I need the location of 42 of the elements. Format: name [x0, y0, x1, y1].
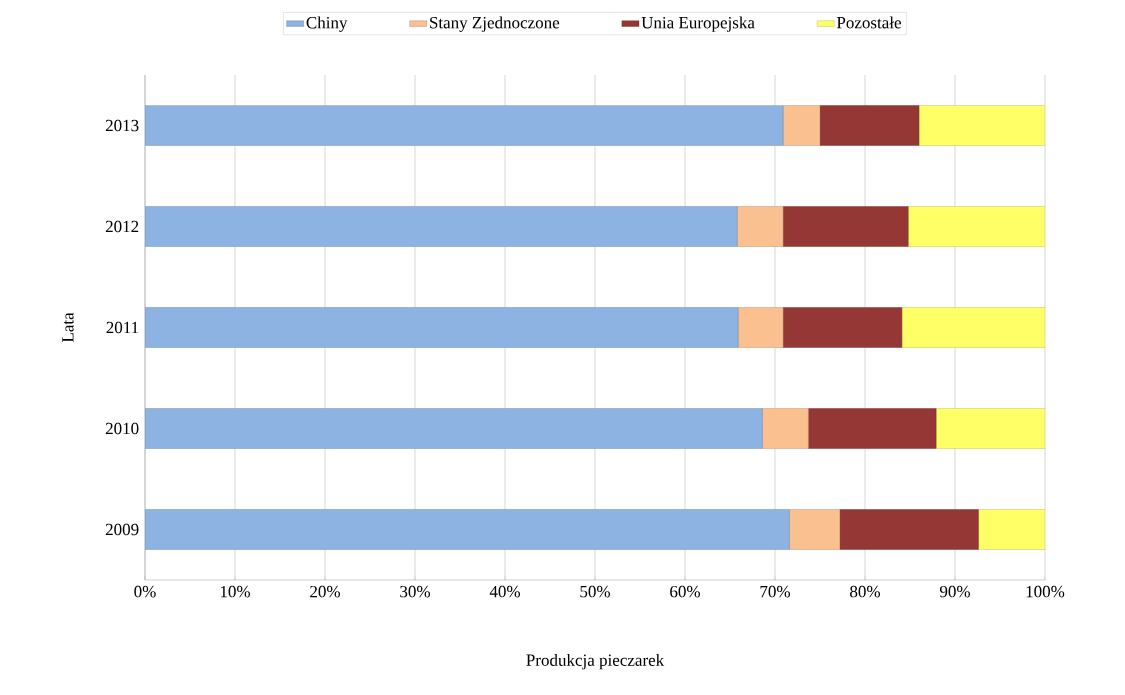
- bar: [145, 105, 784, 146]
- bar: [737, 206, 784, 247]
- bar: [808, 408, 937, 449]
- bar: [918, 105, 1045, 146]
- x-tick-label: 90%: [939, 585, 970, 598]
- bar: [819, 105, 920, 146]
- legend-label: Chiny: [306, 16, 348, 32]
- y-tick-label: 2010: [105, 422, 139, 435]
- legend-label: Stany Zjednoczone: [430, 16, 560, 32]
- bar: [762, 408, 809, 449]
- y-tick-label: 2013: [105, 119, 139, 132]
- bar: [782, 206, 909, 247]
- x-tick-label: 70%: [760, 585, 790, 598]
- bar: [789, 509, 840, 550]
- bar: [782, 105, 821, 146]
- x-tick-label: 40%: [489, 585, 521, 598]
- x-tick-label: 0%: [134, 585, 156, 598]
- bar: [901, 307, 1045, 348]
- y-tick-label: 2009: [105, 523, 139, 536]
- bar: [145, 408, 763, 449]
- x-tick-label: 30%: [400, 585, 431, 598]
- bar: [782, 307, 903, 348]
- bar: [839, 509, 979, 550]
- bar: [737, 307, 784, 348]
- x-tick-label: 100%: [1026, 585, 1065, 598]
- legend-label: Unia Europejska: [641, 16, 755, 32]
- x-tick-label: 20%: [310, 585, 341, 598]
- x-tick-label: 10%: [220, 585, 251, 598]
- bar: [978, 509, 1045, 550]
- x-tick-label: 80%: [850, 585, 880, 598]
- x-axis-title: Produkcja pieczarek: [526, 653, 665, 670]
- bar: [145, 307, 739, 348]
- y-tick-label: 2011: [106, 321, 139, 334]
- legend-label: Pozostałe: [836, 16, 901, 29]
- y-tick-label: 2012: [105, 220, 139, 233]
- y-axis-title: Lata: [62, 312, 74, 343]
- x-tick-label: 50%: [580, 585, 611, 598]
- bar: [145, 206, 738, 247]
- bar: [145, 509, 790, 550]
- bar: [935, 408, 1045, 449]
- bar: [908, 206, 1045, 247]
- x-tick-label: 60%: [670, 585, 701, 598]
